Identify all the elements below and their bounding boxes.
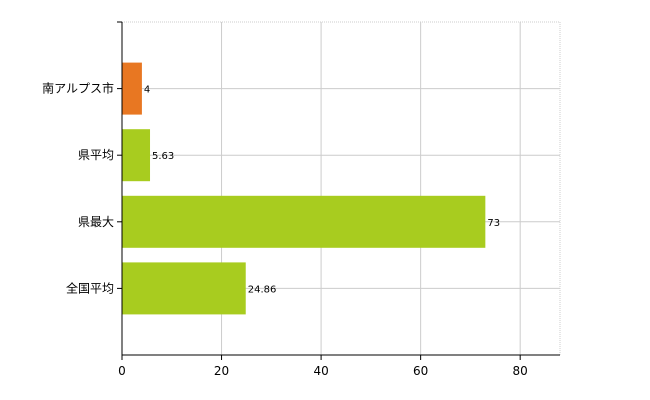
data-label: 24.86 [248,284,277,295]
grid [122,21,561,355]
axes [117,21,560,360]
bars [122,62,486,315]
bar [122,129,151,182]
x-tick-label: 60 [413,364,428,378]
data-label: 73 [487,218,500,229]
category-label: 南アルプス市 [42,81,114,96]
bar [122,262,246,315]
data-label: 4 [144,85,150,96]
x-tick-label: 0 [118,364,126,378]
bar [122,195,486,248]
bar [122,62,142,115]
x-tick-label: 20 [214,364,229,378]
category-label: 県最大 [78,215,114,229]
category-label: 全国平均 [66,280,114,295]
x-tick-label: 40 [313,364,328,378]
data-label: 5.63 [152,151,174,162]
x-tick-label: 80 [513,364,528,378]
category-label: 県平均 [78,148,114,162]
